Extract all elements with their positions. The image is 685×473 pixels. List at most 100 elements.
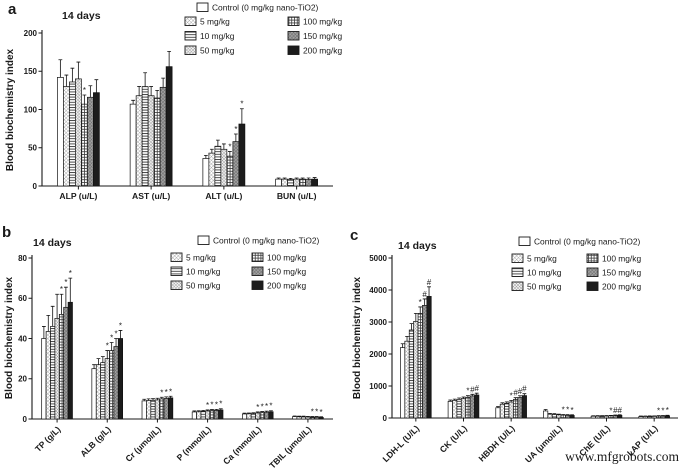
- bar-50 mg/kg: [556, 414, 562, 419]
- error-bar: [409, 323, 414, 330]
- error-bar: [64, 74, 69, 87]
- legend-swatch: [184, 31, 197, 41]
- bar-100 mg/kg: [226, 155, 234, 187]
- y-tick-label: 50: [28, 144, 37, 153]
- significance-mark: *: [570, 406, 573, 415]
- error-bar: [63, 286, 68, 308]
- y-tick-label: 0: [33, 182, 38, 191]
- legend-label: 5 mg/kg: [200, 16, 230, 26]
- error-bar: [143, 72, 148, 87]
- legend-label: 100 mg/kg: [267, 252, 306, 262]
- significance-mark: *: [64, 278, 67, 287]
- legend-swatch: [251, 280, 264, 290]
- legend-swatch: [184, 45, 197, 55]
- y-tick-label: 150: [24, 67, 38, 76]
- y-tick-label: 2000: [369, 350, 387, 359]
- significance-mark: #: [522, 385, 527, 394]
- legend-label: Control (0 mg/kg nano-TiO2): [213, 235, 319, 245]
- legend-swatch: [287, 31, 300, 41]
- x-category-label: BUN (u/L): [277, 191, 317, 201]
- error-bar: [100, 356, 105, 363]
- error-bar: [300, 177, 305, 180]
- bar-100 mg/kg: [153, 97, 161, 187]
- x-category-label: HBDH (U/L): [476, 423, 516, 463]
- bar-5 mg/kg: [208, 152, 216, 187]
- error-bar: [94, 79, 99, 93]
- significance-mark: *: [566, 406, 569, 415]
- significance-mark: *: [419, 298, 422, 307]
- error-bar: [70, 67, 75, 82]
- error-bar: [500, 402, 505, 405]
- y-tick-label: 1000: [369, 382, 387, 391]
- error-bar: [68, 277, 73, 303]
- error-bar: [137, 86, 142, 96]
- legend-label: 100 mg/kg: [602, 253, 641, 263]
- significance-mark: *: [657, 407, 660, 416]
- error-bar: [427, 286, 431, 297]
- legend-swatch: [251, 252, 264, 262]
- panel-a-plot: 0 50 100 150 200 ALP (u/L) * AST (u/L) ALT (u/L)…: [24, 2, 343, 201]
- error-bar: [155, 89, 160, 99]
- bar-200 mg/kg: [165, 66, 173, 187]
- legend-swatch: [170, 266, 183, 276]
- legend-swatch: [170, 252, 183, 262]
- x-category-label: LDH-L (U/L): [381, 423, 422, 464]
- y-tick-label: 60: [18, 294, 27, 303]
- significance-mark: *: [106, 342, 109, 351]
- legend-label: 5 mg/kg: [527, 253, 557, 263]
- bar-5 mg/kg: [246, 413, 252, 420]
- bar-50 mg/kg: [147, 95, 155, 187]
- y-tick-label: 3000: [369, 318, 387, 327]
- error-bar: [46, 314, 51, 332]
- error-bar: [294, 177, 299, 180]
- error-bar: [58, 59, 63, 78]
- bar-150 mg/kg: [163, 398, 169, 420]
- bar-200 mg/kg: [311, 178, 318, 187]
- error-bar: [82, 94, 87, 105]
- error-bar: [218, 408, 223, 410]
- error-bar: [461, 396, 466, 399]
- significance-mark: *: [210, 401, 213, 410]
- panel-b-y-axis-label: Blood biochemistry index: [4, 276, 15, 399]
- significance-mark: #: [613, 406, 618, 415]
- error-bar: [312, 177, 317, 180]
- significance-mark: *: [256, 403, 259, 412]
- error-bar: [466, 395, 470, 398]
- bar-100 mg/kg: [299, 178, 306, 187]
- error-bar: [59, 293, 64, 315]
- error-bar: [247, 412, 251, 414]
- bar-150 mg/kg: [63, 306, 69, 420]
- significance-mark: *: [69, 269, 72, 278]
- error-bar: [474, 392, 479, 395]
- significance-mark: *: [240, 100, 243, 109]
- bar-Control (0 mg/kg nano-TiO2): [275, 178, 282, 187]
- bar-200 mg/kg: [67, 301, 73, 420]
- bar-100 mg/kg: [259, 412, 265, 420]
- panel-a-letter: a: [8, 1, 17, 18]
- significance-mark: *: [160, 388, 163, 397]
- bar-200 mg/kg: [318, 417, 324, 420]
- bar-10 mg/kg: [50, 326, 56, 420]
- y-tick-label: 100: [24, 105, 38, 114]
- error-bar: [233, 133, 238, 142]
- bar-200 mg/kg: [569, 415, 575, 419]
- significance-mark: *: [320, 408, 323, 417]
- error-bar: [214, 408, 219, 411]
- error-bar: [114, 338, 118, 347]
- y-tick-label: 20: [18, 375, 27, 384]
- significance-mark: *: [206, 401, 209, 410]
- x-category-label: ALT (u/L): [205, 191, 242, 201]
- significance-mark: *: [311, 408, 314, 417]
- significance-mark: *: [169, 387, 172, 396]
- bar-150 mg/kg: [305, 179, 312, 187]
- bar-50 mg/kg: [54, 318, 60, 420]
- panel-b-letter: b: [2, 224, 11, 241]
- bar-10 mg/kg: [287, 179, 294, 187]
- bar-Control (0 mg/kg nano-TiO2): [129, 103, 137, 187]
- bar-Control (0 mg/kg nano-TiO2): [191, 411, 197, 420]
- significance-mark: *: [269, 402, 272, 411]
- significance-mark: *: [609, 406, 612, 415]
- bar-Control (0 mg/kg nano-TiO2): [638, 416, 644, 419]
- bar-150 mg/kg: [213, 410, 219, 420]
